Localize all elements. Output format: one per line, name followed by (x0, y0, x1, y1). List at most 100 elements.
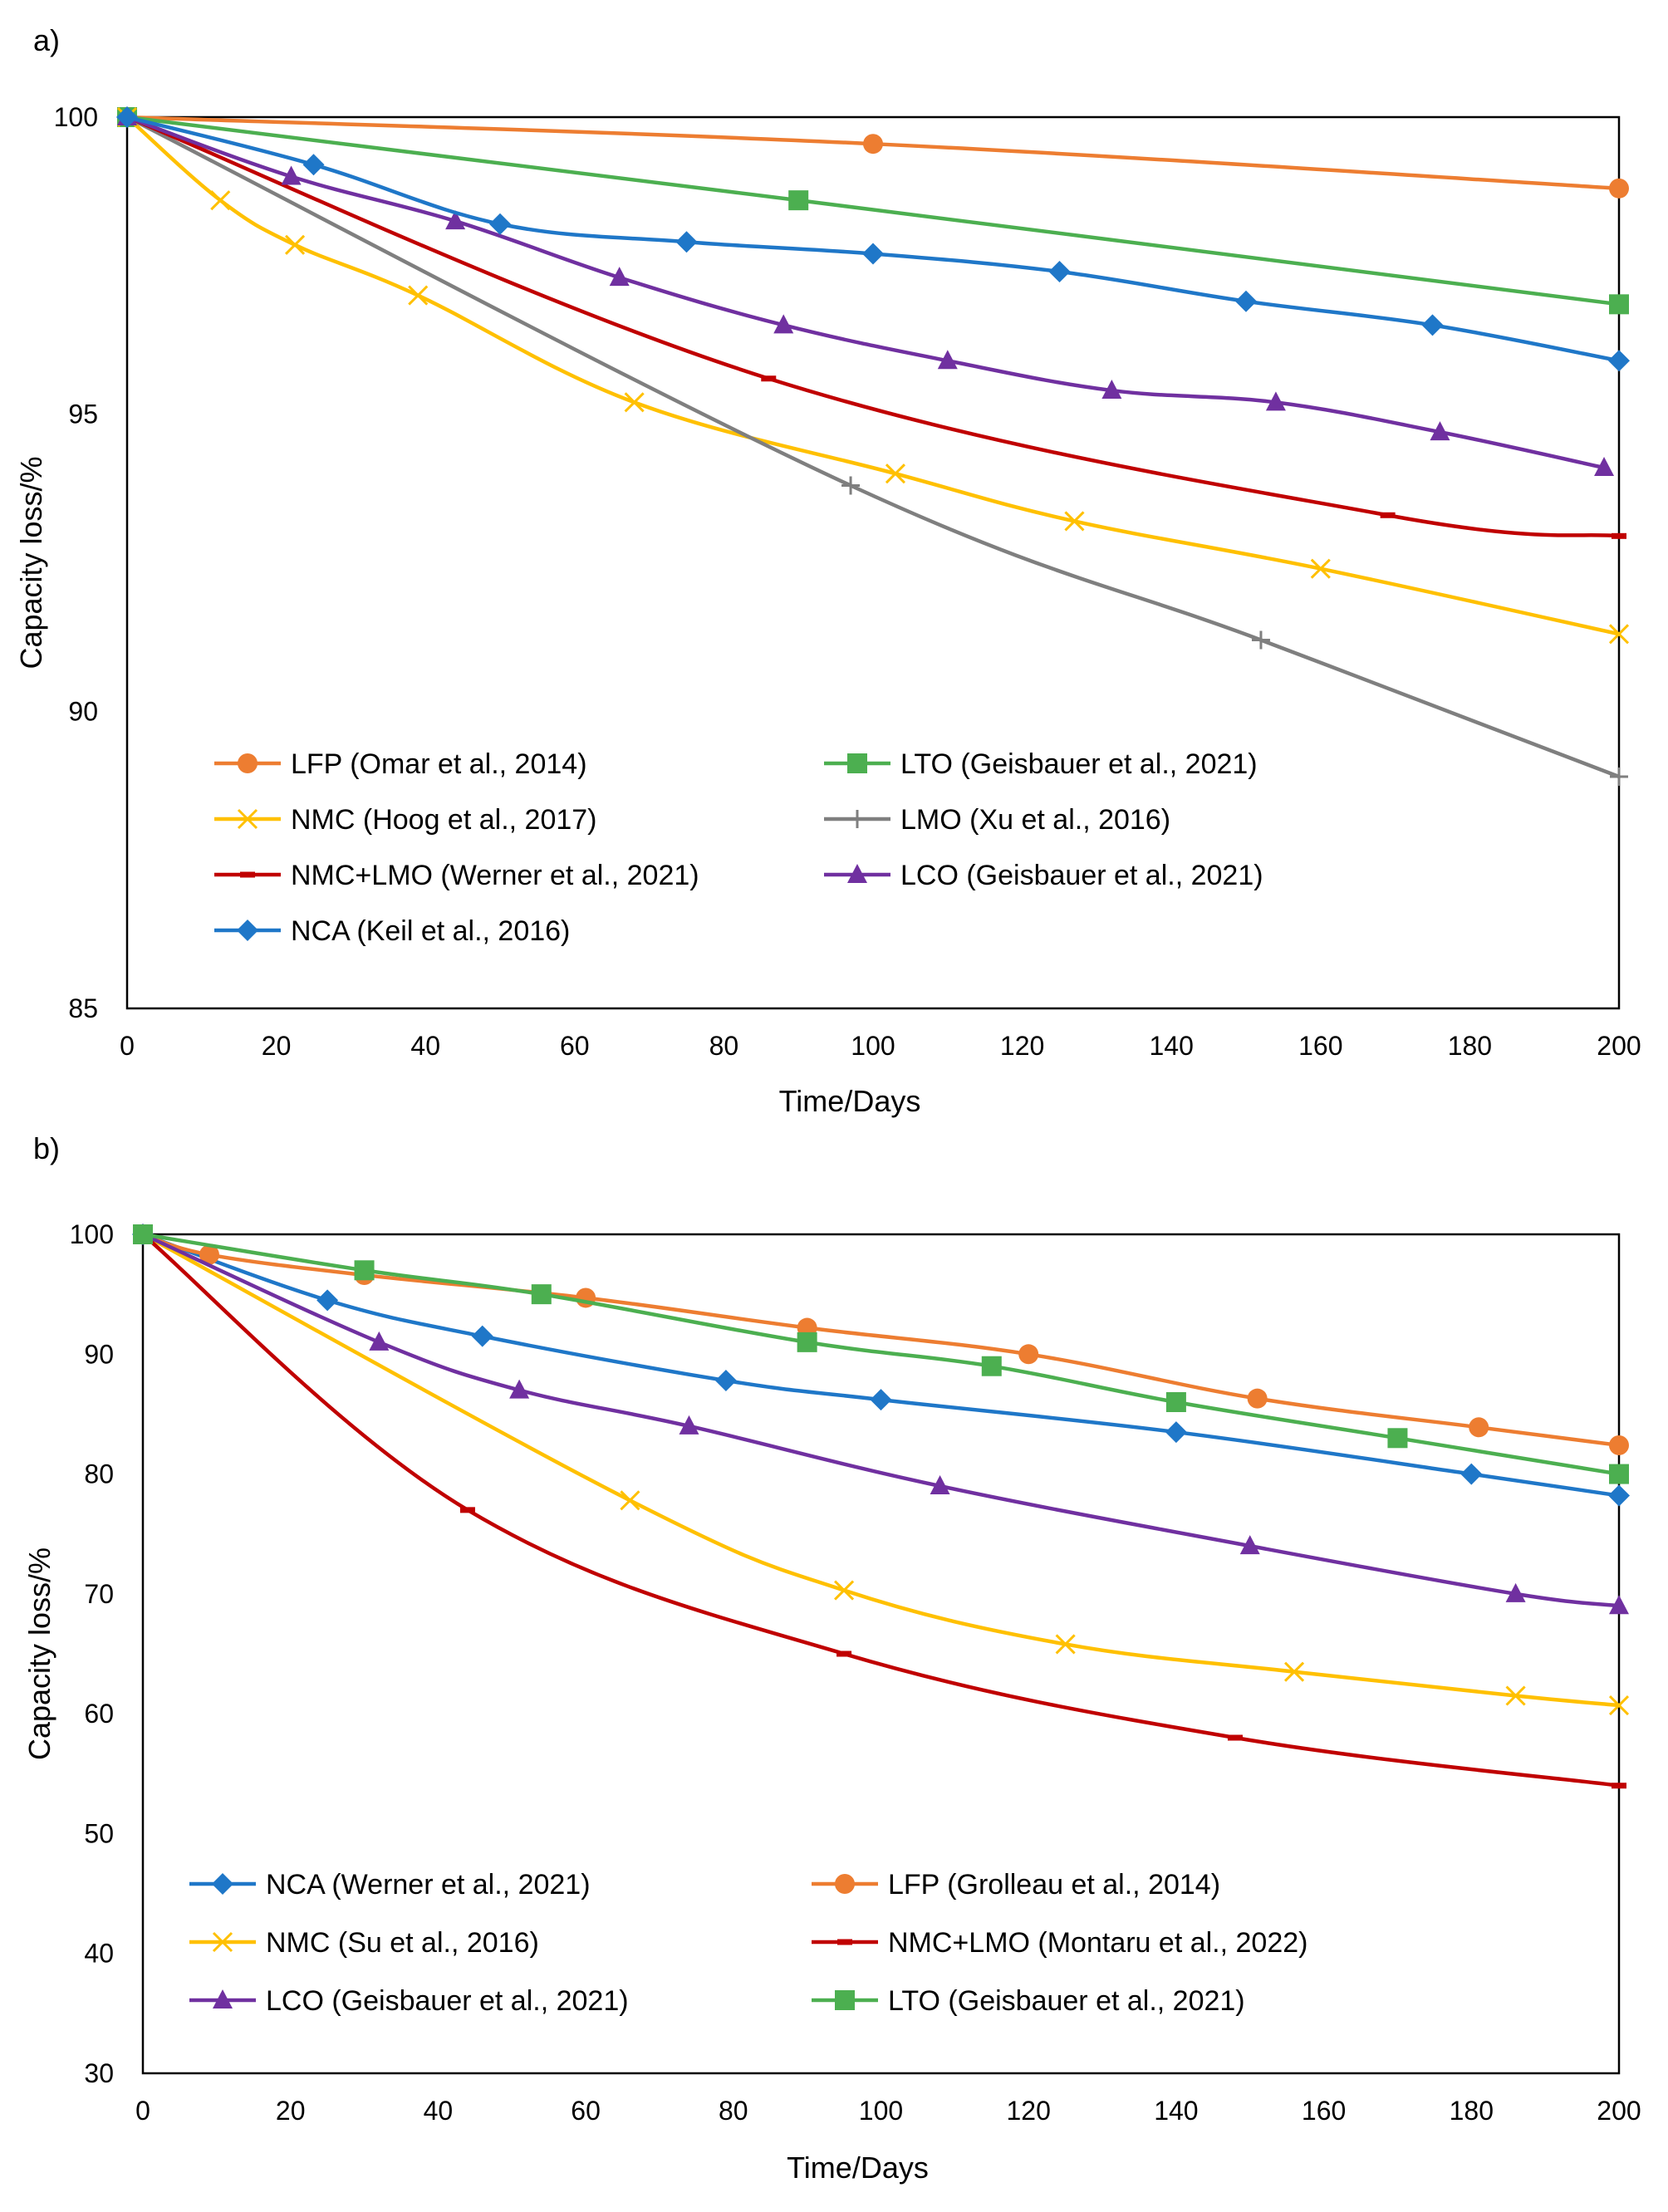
legend-label-b-0: NCA (Werner et al., 2021) (266, 1869, 591, 1901)
data-point-a-2 (1064, 511, 1085, 532)
panel-b-label: b) (33, 1131, 61, 1165)
series-a-2 (116, 106, 1630, 645)
data-point-a-5 (1101, 380, 1122, 400)
data-point-a-6 (1421, 314, 1444, 336)
x-tick-label-b: 120 (1007, 2096, 1051, 2126)
data-point-b-1 (1609, 1435, 1629, 1455)
legend-marker-b-4 (213, 1989, 233, 2008)
data-point-a-6 (116, 106, 138, 128)
x-tick-label-a: 200 (1597, 1031, 1641, 1061)
data-point-b-0 (870, 1389, 892, 1411)
y-tick-label-a: 90 (68, 696, 98, 726)
chart-b: 0 20 40 60 80 100 120 140 160 180 200 30 40 50 60 70 80 9… (22, 1219, 1641, 2185)
data-point-a-6 (1048, 260, 1071, 282)
legend-marker-a-2 (237, 808, 258, 830)
x-tick-label-b: 140 (1154, 2096, 1198, 2126)
series-a-0 (117, 107, 1629, 199)
data-point-b-0 (714, 1370, 737, 1392)
data-point-a-5 (609, 267, 630, 287)
data-point-b-4 (679, 1415, 699, 1435)
data-point-b-3 (836, 1650, 852, 1657)
series-line-b-1 (140, 1232, 1621, 1448)
data-point-a-5 (1265, 391, 1286, 411)
data-point-a-6 (302, 154, 325, 176)
x-axis-title-a: Time/Days (779, 1084, 921, 1118)
legend-marker-a-1 (847, 753, 867, 773)
series-line-b-3 (140, 1232, 1621, 1788)
legend-label-b-1: LFP (Grolleau et al., 2014) (888, 1869, 1220, 1901)
y-axis-title-b: Capacity loss/% (22, 1547, 56, 1760)
legend-label-a-3: LMO (Xu et al., 2016) (900, 804, 1170, 836)
data-point-b-5 (531, 1284, 552, 1305)
x-tick-label-b: 180 (1450, 2096, 1494, 2126)
data-point-a-5 (1430, 421, 1450, 441)
panel-a-label: a) (33, 23, 61, 57)
x-tick-label-a: 120 (1000, 1031, 1044, 1061)
x-tick-label-a: 40 (410, 1031, 440, 1061)
data-point-a-5 (937, 350, 958, 370)
data-point-a-6 (489, 213, 511, 235)
series-b-5 (133, 1224, 1629, 1484)
data-point-a-5 (1594, 457, 1615, 477)
data-point-b-5 (1609, 1464, 1629, 1484)
data-point-b-3 (1612, 1783, 1626, 1789)
data-point-a-3 (841, 476, 861, 495)
x-tick-label-b: 80 (719, 2096, 748, 2126)
legend-marker-a-0 (238, 753, 258, 773)
legend-label-a-1: LTO (Geisbauer et al., 2021) (900, 748, 1258, 780)
legend-marker-b-1 (835, 1874, 855, 1894)
data-point-a-2 (624, 392, 645, 413)
data-point-b-5 (354, 1260, 375, 1281)
data-point-a-6 (675, 231, 698, 253)
data-point-b-3 (459, 1507, 475, 1513)
series-a-6 (116, 106, 1630, 372)
x-tick-label-b: 20 (276, 2096, 306, 2126)
data-point-a-5 (281, 165, 302, 185)
y-tick-label-b: 90 (84, 1339, 114, 1369)
x-tick-label-a: 140 (1150, 1031, 1194, 1061)
y-tick-label-a: 85 (68, 993, 98, 1023)
legend-a: LFP (Omar et al., 2014) LTO (Geisbauer et… (214, 748, 1263, 947)
data-point-a-3 (1251, 630, 1270, 650)
series-line-b-0 (140, 1232, 1621, 1498)
y-tick-label-b: 80 (84, 1459, 114, 1489)
x-tick-label-a: 60 (560, 1031, 590, 1061)
series-b-3 (135, 1231, 1626, 1789)
data-point-b-4 (930, 1475, 950, 1494)
data-point-a-1 (788, 190, 809, 211)
series-line-a-3 (125, 115, 1621, 779)
legend-label-a-0: LFP (Omar et al., 2014) (291, 748, 587, 780)
data-point-a-0 (863, 134, 883, 154)
data-point-b-0 (471, 1325, 493, 1347)
data-point-a-4 (1612, 532, 1626, 539)
legend-b: NCA (Werner et al., 2021) LFP (Grolleau e… (189, 1869, 1307, 2017)
x-tick-label-a: 100 (851, 1031, 895, 1061)
data-point-b-2 (1283, 1661, 1305, 1682)
data-point-b-1 (1018, 1344, 1039, 1365)
y-tick-label-a: 100 (54, 102, 98, 132)
legend-label-b-5: LTO (Geisbauer et al., 2021) (888, 1985, 1245, 2017)
legend-label-b-3: NMC+LMO (Montaru et al., 2022) (888, 1927, 1307, 1959)
series-b-0 (132, 1224, 1630, 1507)
data-point-a-5 (445, 210, 466, 230)
data-point-b-3 (1227, 1734, 1243, 1741)
x-tick-label-b: 40 (424, 2096, 454, 2126)
plot-area-b (141, 1233, 1621, 2075)
x-tick-label-b: 0 (135, 2096, 150, 2126)
y-tick-label-b: 60 (84, 1699, 114, 1729)
data-point-b-2 (834, 1580, 855, 1601)
series-line-a-1 (125, 115, 1621, 307)
series-line-a-2 (125, 115, 1621, 636)
x-axis-title-b: Time/Days (787, 2151, 929, 2185)
series-b-1 (133, 1224, 1629, 1455)
series-a-5 (117, 106, 1615, 477)
data-point-a-2 (1608, 624, 1630, 645)
x-tick-label-b: 160 (1302, 2096, 1346, 2126)
series-b-2 (132, 1224, 1630, 1716)
legend-marker-b-2 (212, 1931, 233, 1953)
data-point-b-4 (1239, 1535, 1260, 1555)
y-tick-label-b: 30 (84, 2058, 114, 2088)
legend-label-a-6: NCA (Keil et al., 2016) (291, 915, 570, 947)
x-tick-label-b: 100 (859, 2096, 903, 2126)
data-point-a-0 (1609, 178, 1629, 199)
